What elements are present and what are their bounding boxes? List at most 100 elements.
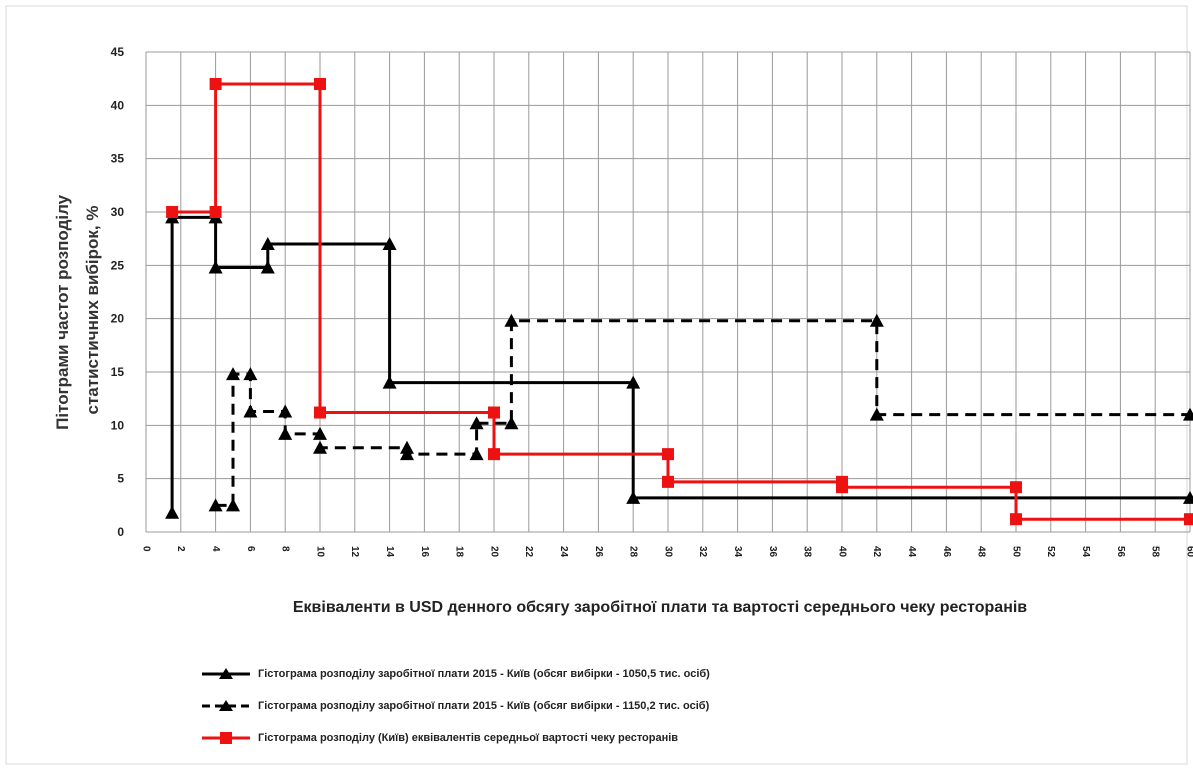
data-point-triangle — [869, 407, 884, 421]
x-tick-label: 40 — [836, 546, 847, 558]
y-tick-label: 35 — [111, 152, 125, 166]
data-point-square — [1184, 513, 1193, 526]
legend-item: Гістограма розподілу (Київ) еквівалентів… — [200, 722, 1160, 754]
x-tick-label: 12 — [349, 546, 360, 558]
x-tick-label: 14 — [384, 546, 395, 558]
y-tick-label: 20 — [111, 312, 125, 326]
series-layer — [165, 78, 1193, 526]
series-2 — [208, 313, 1193, 512]
x-tick-label: 30 — [662, 546, 673, 558]
y-tick-label: 10 — [111, 418, 125, 432]
legend-swatch-marker — [219, 668, 233, 679]
x-tick-label: 16 — [419, 546, 430, 558]
legend-item: Гістограма розподілу заробітної плати 20… — [200, 658, 1160, 690]
data-point-square — [314, 78, 326, 90]
x-tick-label: 48 — [976, 546, 987, 558]
data-point-square — [314, 406, 326, 419]
data-point-triangle — [1183, 490, 1193, 504]
data-point-triangle — [869, 313, 884, 327]
legend-label: Гістограма розподілу (Київ) еквівалентів… — [258, 732, 679, 744]
legend-swatch-marker — [220, 732, 232, 744]
x-tick-label: 10 — [314, 546, 325, 558]
x-tick-label: 18 — [454, 546, 465, 558]
data-point-square — [488, 448, 500, 461]
data-point-triangle — [382, 237, 397, 250]
x-tick-label: 22 — [523, 546, 534, 558]
x-tick-label: 26 — [593, 546, 604, 558]
data-point-square — [166, 206, 179, 218]
data-point-square — [488, 406, 500, 419]
x-tick-label: 34 — [732, 546, 743, 558]
y-axis-label-svg: Пітограми частот розподілу статистичних … — [53, 190, 102, 430]
data-point-triangle — [504, 416, 519, 430]
x-tick-label: 2 — [175, 546, 186, 552]
data-point-square — [662, 475, 674, 488]
legend-label: Гістограма розподілу заробітної плати 20… — [258, 668, 710, 680]
legend-label: Гістограма розподілу заробітної плати 20… — [258, 700, 710, 712]
legend-swatch — [202, 700, 250, 711]
y-tick-label: 45 — [111, 45, 125, 59]
data-point-triangle — [626, 490, 641, 504]
x-tick-label: 38 — [802, 546, 813, 558]
series-3 — [166, 78, 1193, 526]
x-tick-label: 54 — [1080, 546, 1091, 558]
data-point-square — [1010, 481, 1022, 494]
legend-swatch — [202, 668, 250, 679]
data-point-triangle — [469, 416, 484, 430]
chart-border — [5, 5, 1188, 765]
legend-swatch-marker — [219, 700, 233, 711]
y-tick-label: 25 — [111, 258, 125, 272]
data-point-square — [1010, 513, 1022, 526]
data-point-triangle — [382, 375, 397, 389]
legend: Гістограма розподілу заробітної плати 20… — [200, 658, 1160, 754]
x-tick-label: 50 — [1010, 546, 1021, 558]
x-axis-label: Еквіваленти в USD денного обсягу заробіт… — [292, 599, 1028, 616]
y-tick-label: 30 — [111, 205, 125, 219]
x-tick-label: 20 — [488, 546, 499, 558]
data-point-triangle — [165, 505, 180, 519]
data-point-triangle — [504, 313, 519, 327]
y-axis-label-box: Пітограми частот розподілу статистичних … — [22, 40, 132, 580]
x-tick-label: 46 — [941, 546, 952, 558]
data-point-triangle — [208, 260, 223, 274]
series-line — [172, 82, 1190, 521]
y-axis-label: Пітограми частот розподілу статистичних … — [53, 190, 102, 430]
data-point-triangle — [278, 404, 293, 418]
data-point-triangle — [260, 237, 275, 250]
data-point-triangle — [469, 447, 484, 461]
series-1 — [165, 210, 1193, 519]
x-tick-label: 60 — [1184, 546, 1193, 558]
x-tick-label: 36 — [767, 546, 778, 558]
data-point-triangle — [260, 260, 275, 274]
x-tick-label: 0 — [140, 546, 151, 552]
data-point-square — [836, 481, 848, 494]
data-point-triangle — [278, 426, 293, 440]
x-tick-label: 52 — [1045, 546, 1056, 558]
x-tick-labels: 0 2 4 6 8 10 12 14 16 18 20 22 24 26 28 30 32 34 36 38 40 42 4… — [140, 546, 1193, 558]
y-tick-label: 40 — [111, 98, 125, 112]
data-point-triangle — [1183, 407, 1193, 421]
x-tick-label: 8 — [280, 546, 291, 552]
y-axis-label-line-2: статистичних вибірок, % — [83, 206, 102, 415]
data-point-square — [209, 206, 222, 218]
y-tick-label: 15 — [111, 365, 125, 379]
x-tick-label: 44 — [906, 546, 917, 558]
x-tick-label: 6 — [245, 546, 256, 552]
x-tick-label: 24 — [558, 546, 569, 558]
x-tick-label: 4 — [210, 546, 221, 552]
data-point-triangle — [626, 375, 641, 389]
data-point-triangle — [243, 404, 258, 418]
legend-item: Гістограма розподілу заробітної плати 20… — [200, 690, 1160, 722]
y-tick-labels: 0 5 10 15 20 25 30 35 40 45 — [111, 45, 125, 539]
data-point-square — [209, 78, 222, 90]
data-point-triangle — [313, 426, 327, 440]
data-point-triangle — [226, 498, 240, 512]
data-point-square — [662, 448, 674, 461]
data-point-triangle — [226, 367, 240, 381]
data-point-triangle — [208, 498, 223, 512]
y-tick-label: 5 — [117, 472, 124, 486]
data-point-triangle — [243, 367, 258, 381]
x-tick-label: 32 — [697, 546, 708, 558]
x-tick-label: 28 — [628, 546, 639, 558]
